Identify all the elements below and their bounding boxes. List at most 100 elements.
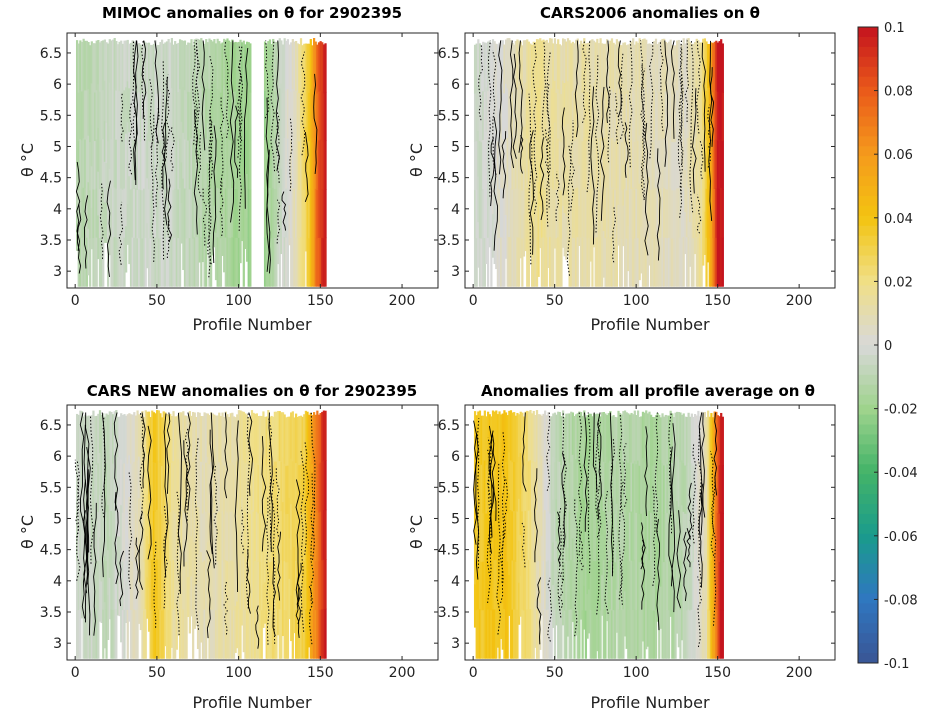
profile-cell <box>95 609 98 659</box>
profile-cell <box>214 232 218 281</box>
profile-cell <box>322 237 326 287</box>
profile-cell <box>136 189 139 239</box>
profile-cell <box>139 586 142 631</box>
profile-cell <box>278 186 281 238</box>
profile-cell <box>291 559 294 610</box>
profile-cell <box>646 189 649 239</box>
profile-cell <box>635 415 638 465</box>
dotted-contour <box>628 40 633 168</box>
profile-cell <box>75 124 79 167</box>
profile-cell <box>576 137 579 188</box>
profile-cell <box>667 188 671 238</box>
profile-cell <box>116 92 120 142</box>
panel-mimoc: MIMOC anomalies on θ for 2902395 0 50 100 1… <box>18 4 439 334</box>
profile-cell <box>480 141 483 191</box>
profile-cell <box>483 188 486 239</box>
x-tick-label: 0 <box>71 293 80 309</box>
profile-cell <box>309 187 312 238</box>
profile-cell <box>294 188 298 238</box>
profile-cell <box>280 510 283 561</box>
profile-cell <box>149 93 152 142</box>
profile-cell <box>254 560 257 610</box>
profile-cell <box>586 593 589 639</box>
profile-cell <box>610 236 614 287</box>
profile-cell <box>591 561 594 611</box>
profile-cell <box>708 189 711 239</box>
profile-cell <box>594 42 597 92</box>
profile-cell <box>575 236 578 287</box>
profile-cell <box>306 43 309 93</box>
profile-cell <box>149 189 152 239</box>
profile-cell <box>602 510 605 561</box>
profile-cell <box>93 512 97 562</box>
profile-cell <box>260 464 263 514</box>
profile-cell <box>192 510 195 561</box>
profile-cell <box>273 510 276 561</box>
profile-cell <box>524 411 527 462</box>
profile-cell <box>511 188 514 239</box>
profile-cell <box>545 138 548 189</box>
profile-cell <box>566 413 570 459</box>
profile-cell <box>677 89 680 140</box>
profile-cell <box>286 88 290 139</box>
profile-cell <box>491 213 495 258</box>
profile-cell <box>265 609 268 659</box>
profile-cell <box>316 237 319 287</box>
profile-cell <box>259 415 262 465</box>
profile-cell <box>115 90 118 140</box>
dotted-contour <box>223 581 229 635</box>
profile-cell <box>527 411 530 462</box>
profile-cell <box>221 510 224 561</box>
profile-cell <box>285 237 288 287</box>
profile-cell <box>304 559 308 610</box>
profile-cell <box>702 609 705 659</box>
x-tick-label: 150 <box>704 293 731 309</box>
colorbar-band <box>858 424 878 435</box>
colorbar-band <box>858 434 878 445</box>
profile-cell <box>710 462 713 512</box>
profile-cell <box>553 412 557 463</box>
profile-cell <box>262 584 265 628</box>
profile-cell <box>272 513 275 563</box>
profile-cell <box>134 512 138 562</box>
profile-cell <box>488 462 491 513</box>
panel-title: MIMOC anomalies on θ for 2902395 <box>102 4 402 22</box>
profile-cell <box>561 410 565 454</box>
profile-cell <box>183 40 187 91</box>
y-axis-label: θ °C <box>18 515 37 549</box>
profile-cell <box>178 39 182 90</box>
profile-cell <box>663 513 666 563</box>
profile-cell <box>159 139 162 190</box>
profile-cell <box>550 137 553 188</box>
profile-cell <box>159 90 162 141</box>
profile-cell <box>708 465 711 514</box>
profile-cell <box>242 555 245 605</box>
profile-cell <box>237 139 241 190</box>
profile-cell <box>290 594 293 642</box>
profile-cell <box>205 137 208 188</box>
profile-cell <box>144 139 147 190</box>
profile-cell <box>493 608 496 659</box>
profile-cell <box>516 412 519 463</box>
profile-cell <box>560 237 563 287</box>
profile-cell <box>321 608 324 659</box>
profile-cell <box>571 139 574 190</box>
profile-cell <box>698 609 702 659</box>
profile-cell <box>617 509 620 560</box>
profile-cell <box>232 91 236 141</box>
profile-cell <box>576 236 579 287</box>
profile-cell <box>281 590 285 637</box>
profile-cell <box>620 609 623 659</box>
profile-cell <box>103 555 106 603</box>
profile-cell <box>213 463 216 513</box>
profile-cell <box>118 416 121 457</box>
profile-cell <box>105 122 108 163</box>
profile-cell <box>566 123 570 167</box>
profile-cell <box>126 162 129 205</box>
profile-cell <box>285 188 288 238</box>
profile-cell <box>623 139 627 190</box>
profile-cell <box>563 39 566 84</box>
profile-cell <box>591 513 594 562</box>
profile-cell <box>312 461 316 512</box>
profile-cell <box>664 560 667 611</box>
